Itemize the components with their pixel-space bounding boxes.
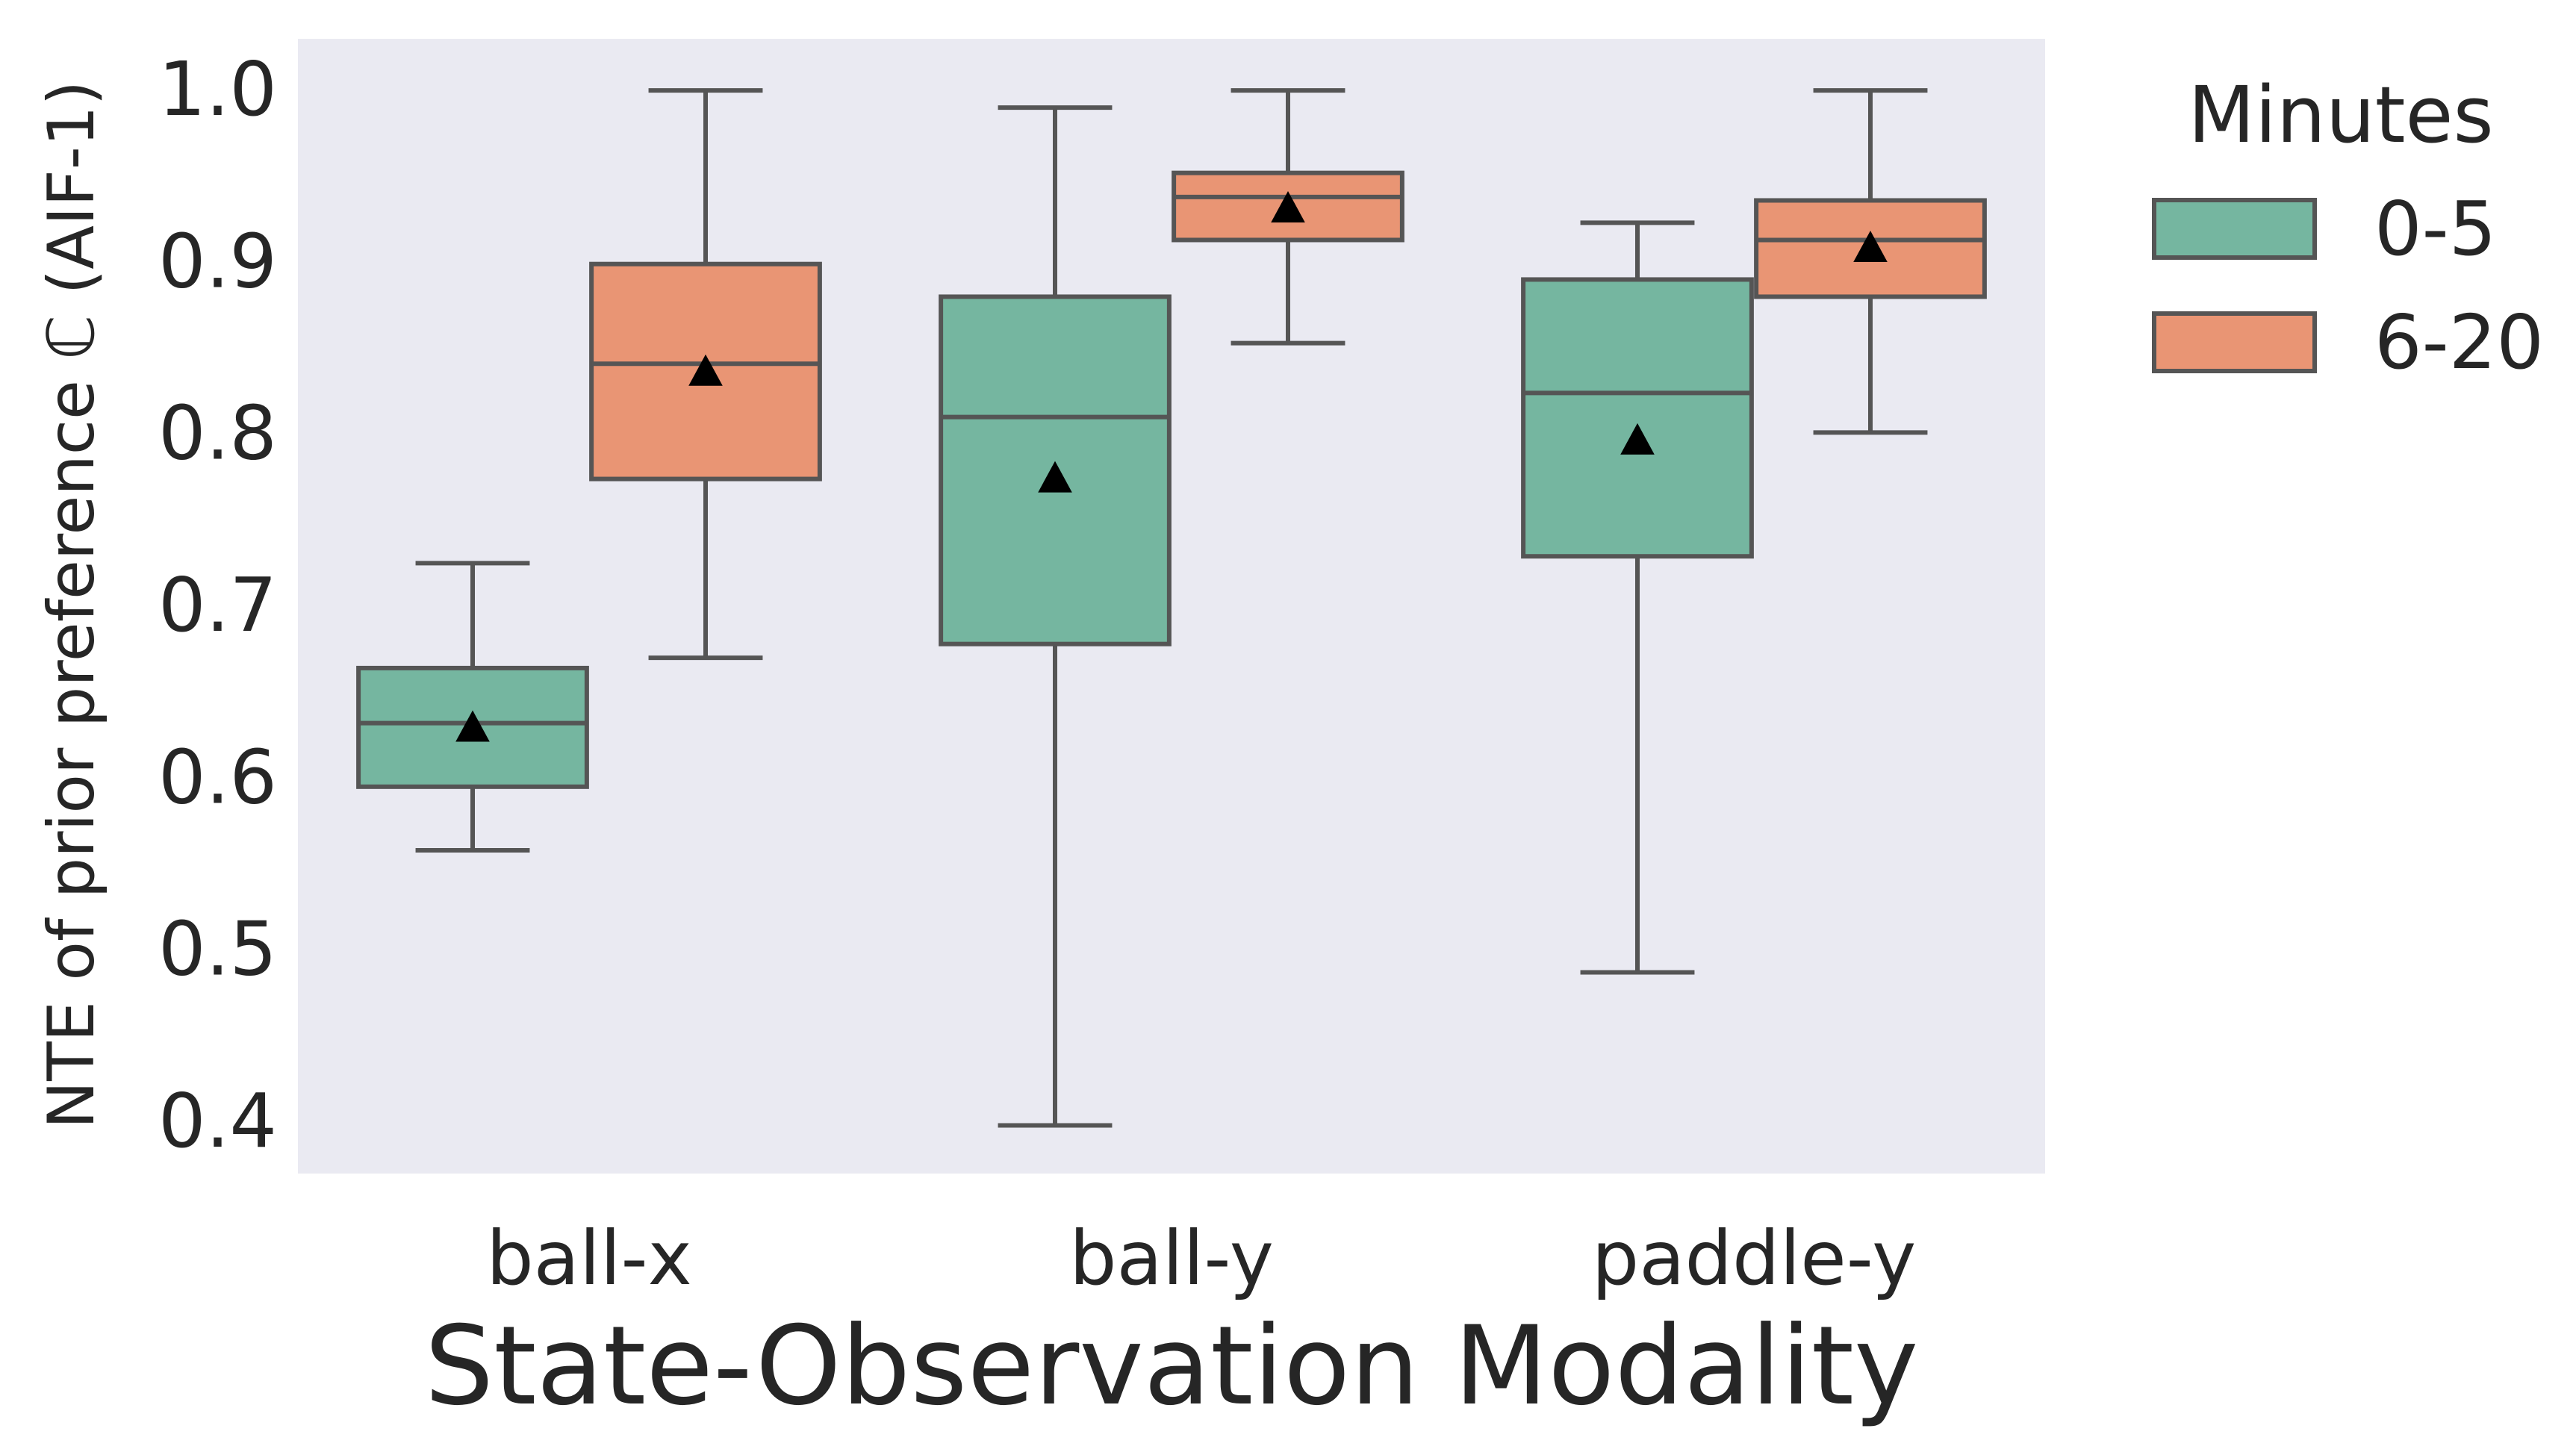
- box-paddle-y-6-20: [1754, 88, 1987, 435]
- box-ball-y-6-20: [1172, 88, 1404, 346]
- y-tick-label: 1.0: [158, 46, 277, 133]
- x-tick-label: ball-x: [486, 1215, 692, 1302]
- legend-label: 0-5: [2374, 185, 2496, 272]
- y-tick-label: 0.5: [158, 906, 277, 993]
- mean-marker: [1038, 461, 1072, 493]
- box-ball-x-0-5: [356, 561, 589, 853]
- legend-swatch: [2152, 311, 2317, 373]
- mean-marker: [455, 710, 490, 742]
- iqr-box: [1521, 277, 1754, 559]
- y-axis-ticks: 0.4 0.5 0.6 0.7 0.8 0.9 1.0: [158, 46, 277, 1165]
- legend: Minutes 0-5 6-20: [2152, 69, 2544, 386]
- y-tick-label: 0.6: [158, 733, 277, 820]
- x-axis-ticks: ball-x ball-y paddle-y: [486, 1215, 1916, 1302]
- y-tick-label: 0.4: [158, 1077, 277, 1165]
- y-tick-label: 0.8: [158, 390, 277, 477]
- y-axis-label: NTE of prior preference ℂ (AIF-1): [34, 81, 109, 1129]
- mean-marker: [1620, 423, 1655, 455]
- legend-label: 6-20: [2374, 299, 2544, 386]
- box-paddle-y-0-5: [1521, 220, 1754, 975]
- box-ball-y-0-5: [939, 105, 1172, 1128]
- legend-swatch: [2152, 198, 2317, 260]
- mean-marker: [1853, 230, 1888, 262]
- y-tick-label: 0.7: [158, 561, 277, 649]
- x-axis-label: State-Observation Modality: [425, 1303, 1919, 1430]
- mean-marker: [1271, 191, 1305, 222]
- x-tick-label: ball-y: [1069, 1215, 1274, 1302]
- legend-items: 0-5 6-20: [2152, 185, 2544, 386]
- legend-title: Minutes: [2188, 69, 2493, 161]
- y-tick-label: 0.9: [158, 217, 277, 305]
- plot-area: [298, 39, 2045, 1174]
- x-tick-label: paddle-y: [1592, 1215, 1917, 1302]
- box-ball-x-6-20: [589, 88, 822, 661]
- boxes-layer: [356, 88, 1987, 1128]
- mean-marker: [688, 354, 723, 386]
